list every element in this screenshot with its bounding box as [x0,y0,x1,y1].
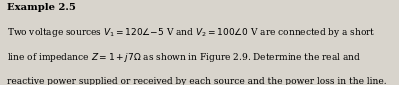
Text: Two voltage sources $V_1 = 120\angle{-5}$ V and $V_2 = 100\angle 0$ V are connec: Two voltage sources $V_1 = 120\angle{-5}… [7,26,375,39]
Text: Example 2.5: Example 2.5 [7,3,76,12]
Text: reactive power supplied or received by each source and the power loss in the lin: reactive power supplied or received by e… [7,76,387,85]
Text: line of impedance $Z = 1 + j7\Omega$ as shown in Figure 2.9. Determine the real : line of impedance $Z = 1 + j7\Omega$ as … [7,51,361,64]
